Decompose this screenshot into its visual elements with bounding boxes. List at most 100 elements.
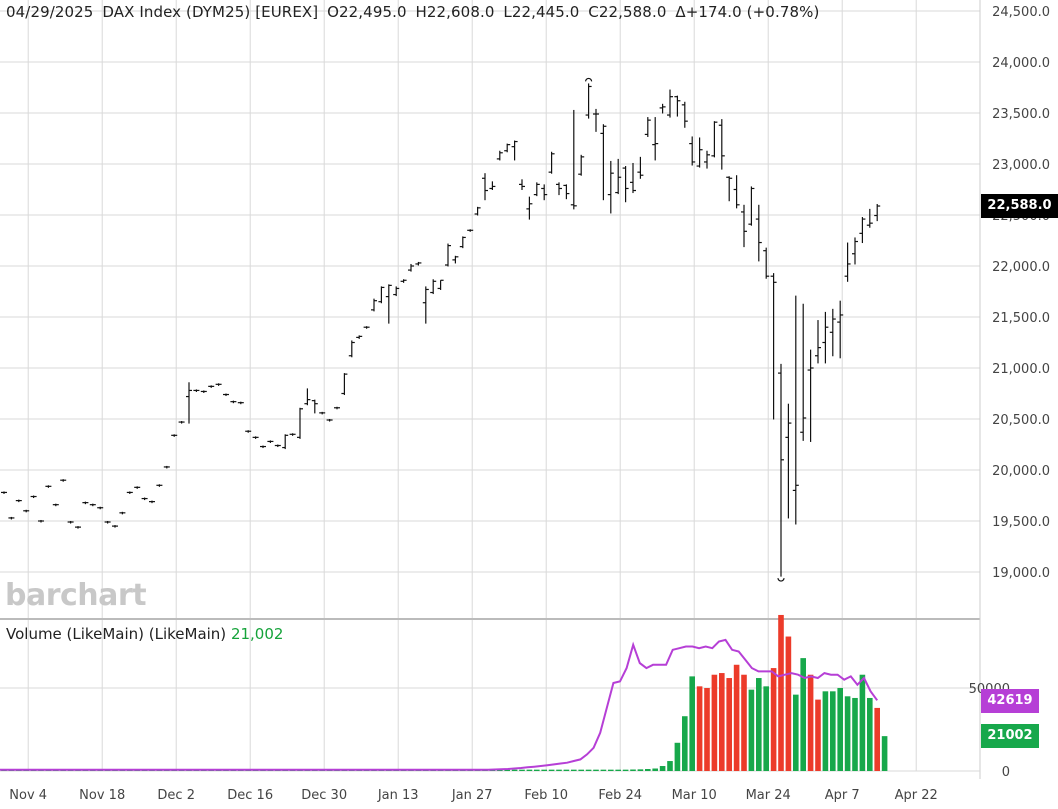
ohlc-bar	[311, 399, 318, 414]
volume-bar	[852, 697, 858, 771]
volume-bar	[526, 769, 533, 771]
ohlc-bar	[563, 184, 570, 200]
ohlc-bar	[89, 503, 96, 507]
ohlc-bar	[570, 109, 577, 210]
ohlc-bar	[637, 156, 644, 179]
volume-bar	[800, 658, 806, 771]
header-high: H22,608.0	[415, 3, 495, 21]
ohlc-bar	[548, 151, 555, 174]
volume-bar	[733, 664, 740, 771]
volume-bar	[511, 769, 518, 771]
ohlc-bar	[326, 419, 333, 422]
time-tick-label: Apr 22	[895, 788, 938, 803]
volume-last-tag: 21002	[981, 724, 1039, 748]
period-low-marker	[777, 577, 785, 582]
volume-bar	[844, 696, 851, 771]
ohlc-bar	[260, 445, 266, 449]
ohlc-bar	[149, 500, 155, 504]
volume-bar	[585, 769, 592, 771]
volume-bar	[770, 668, 777, 771]
ohlc-bar	[474, 206, 481, 216]
ohlc-bar	[533, 182, 540, 197]
ohlc-bar	[607, 160, 614, 214]
volume-bar	[741, 674, 747, 771]
volume-bar	[726, 678, 732, 771]
volume-bars	[1, 614, 888, 771]
time-tick-label: Dec 30	[301, 788, 347, 803]
price-tick-label: 22,000.0	[992, 260, 1050, 275]
ohlc-bar	[52, 503, 59, 507]
ohlc-bar	[297, 407, 303, 439]
ohlc-bar	[437, 279, 444, 290]
volume-bar	[645, 769, 651, 771]
volume-bar	[519, 769, 525, 771]
volume-header-value: 21,002	[230, 625, 284, 643]
ohlc-bar	[422, 286, 429, 324]
ohlc-bar	[600, 124, 607, 201]
volume-bar	[793, 694, 799, 771]
ohlc-bars	[1, 83, 881, 577]
header-change: Δ+174.0 (+0.78%)	[675, 3, 820, 21]
ohlc-bar	[622, 166, 629, 203]
ohlc-bar	[356, 335, 363, 339]
ohlc-bar	[245, 430, 252, 433]
price-tick-label: 19,000.0	[992, 566, 1050, 581]
ohlc-bar	[785, 403, 792, 519]
ohlc-bar	[778, 363, 784, 577]
ohlc-bar	[45, 485, 52, 488]
ohlc-bar	[615, 158, 622, 195]
header-close: C22,588.0	[588, 3, 667, 21]
ohlc-bar	[393, 286, 400, 297]
ohlc-bar	[378, 286, 385, 304]
ohlc-bar	[585, 83, 592, 119]
volume-bar	[807, 674, 814, 771]
ohlc-bar	[748, 186, 755, 226]
time-tick-label: Nov 18	[79, 788, 125, 803]
ohlc-bar	[644, 117, 651, 137]
volume-bar	[756, 678, 762, 771]
price-tick-label: 20,500.0	[992, 413, 1050, 428]
ohlc-bar	[319, 411, 326, 415]
ohlc-bar	[60, 479, 67, 482]
ohlc-bar	[755, 204, 762, 262]
ohlc-bar	[289, 433, 296, 436]
ohlc-bar	[578, 154, 585, 176]
ohlc-bar	[815, 320, 821, 364]
ohlc-bar	[200, 390, 207, 393]
volume-bar	[622, 769, 629, 771]
volume-bar	[659, 766, 666, 771]
ohlc-bar	[489, 181, 496, 190]
volume-bar	[682, 716, 688, 771]
barchart-logo: barchart	[5, 578, 147, 613]
ohlc-bar	[741, 204, 747, 248]
last-price-tag: 22,588.0	[981, 194, 1058, 218]
volume-bar	[615, 769, 621, 771]
ohlc-bar	[874, 203, 881, 222]
volume-bar	[548, 769, 555, 771]
ohlc-bar	[452, 255, 459, 264]
volume-bar	[689, 676, 695, 771]
ohlc-bar	[171, 434, 178, 437]
ohlc-bar	[696, 137, 703, 168]
ohlc-bar	[371, 298, 377, 312]
volume-bar	[593, 769, 599, 771]
volume-bar	[867, 697, 873, 771]
ohlc-bar	[75, 526, 81, 529]
ohlc-bar	[30, 495, 37, 499]
volume-bar	[778, 614, 784, 771]
time-tick-label: Nov 4	[9, 788, 47, 803]
volume-bar	[652, 768, 658, 771]
ohlc-bar	[252, 436, 259, 439]
ohlc-bar	[97, 506, 104, 510]
time-tick-label: Jan 13	[377, 788, 419, 803]
ohlc-bar	[304, 388, 311, 406]
time-tick-label: Feb 24	[598, 788, 642, 803]
ohlc-bar	[652, 117, 659, 161]
ohlc-bar	[430, 279, 437, 295]
header-open: O22,495.0	[327, 3, 407, 21]
ohlc-bar	[112, 525, 118, 528]
time-tick-label: Feb 10	[524, 788, 568, 803]
time-tick-label: Mar 24	[746, 788, 791, 803]
